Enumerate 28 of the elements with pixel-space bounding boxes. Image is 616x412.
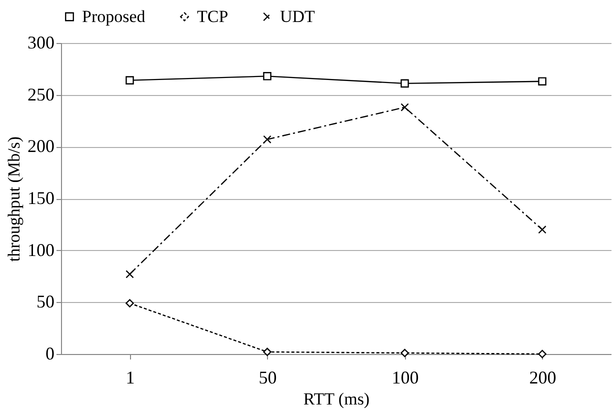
y-tick-label: 100 [28,240,54,260]
point [400,79,409,88]
y-tick-label: 300 [28,32,54,52]
point [263,348,272,356]
point [538,77,546,86]
x-tick-label: 1 [126,368,135,388]
legend-label: UDT [280,6,316,26]
point [126,270,134,278]
x-axis-title: RTT (ms) [303,390,370,408]
point [263,135,272,144]
y-tick-label: 200 [28,136,54,156]
legend-label: TCP [197,6,228,26]
y-tick-label: 0 [46,344,54,364]
point [400,348,409,358]
point [538,350,546,358]
y-tick-label: 50 [36,292,54,312]
x-tick-label: 100 [392,368,419,388]
y-tick-label: 250 [28,84,54,104]
point [400,103,409,112]
point [126,76,134,84]
x-tick-label: 200 [529,368,556,388]
point [263,72,272,80]
point [126,299,134,308]
y-axis-title: throughput (Mb/s) [4,136,24,262]
y-tick-label: 150 [28,188,54,208]
point [538,225,546,234]
legend-label: Proposed [82,6,146,26]
x-tick-label: 50 [258,368,277,388]
